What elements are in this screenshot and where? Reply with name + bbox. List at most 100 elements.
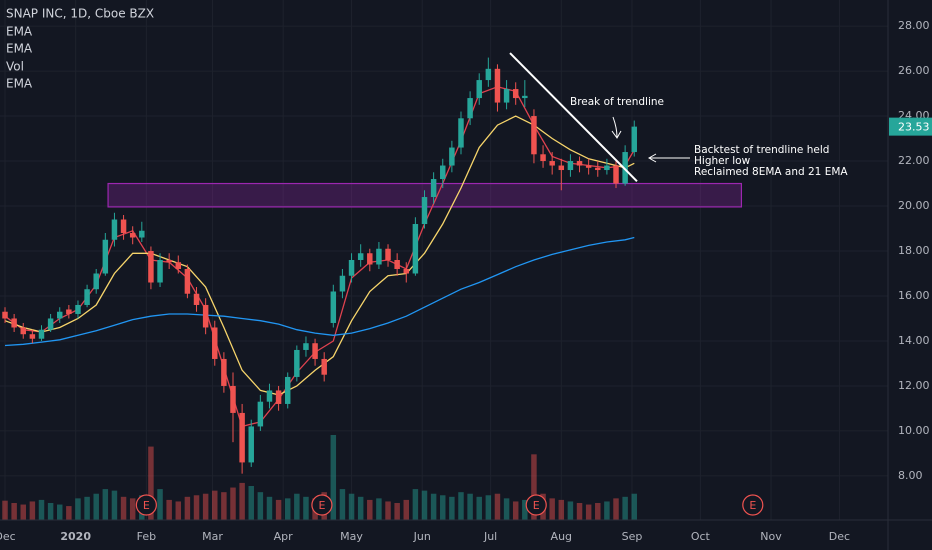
volume-bar	[558, 499, 565, 520]
arrow	[647, 153, 690, 163]
candle-body	[148, 251, 154, 283]
volume-bar	[376, 498, 382, 520]
x-tick-label: May	[340, 530, 363, 543]
volume-bar	[367, 499, 373, 520]
volume-bar	[494, 493, 501, 520]
volume-bar	[522, 499, 528, 520]
volume-bar	[394, 503, 400, 520]
candle-body	[239, 412, 245, 463]
candle-body	[604, 165, 610, 171]
candle-body	[357, 253, 364, 260]
x-tick-label: Feb	[137, 530, 156, 543]
volume-bar	[175, 501, 182, 520]
earnings-label: E	[749, 499, 756, 512]
candle-body	[303, 343, 309, 350]
candle-body	[321, 358, 327, 375]
volume-bar	[239, 482, 245, 520]
x-tick-label: Sep	[622, 530, 643, 543]
volume-bar	[212, 490, 218, 520]
volume-bar	[11, 503, 17, 520]
candle-body	[385, 248, 391, 260]
candle-body	[631, 126, 637, 153]
indicator-line	[4, 236, 635, 347]
volume-bar	[476, 496, 482, 520]
candle-body	[494, 68, 501, 103]
candle-body	[157, 260, 163, 283]
volume-bar	[230, 487, 236, 520]
candle-body	[339, 275, 346, 292]
earnings-marker	[135, 494, 157, 516]
candle-body	[56, 311, 63, 319]
volume-bar	[93, 493, 99, 520]
volume-bar	[193, 495, 200, 520]
x-tick-label: Oct	[691, 530, 711, 543]
candle-body	[312, 343, 318, 359]
y-tick-label: 10.00	[898, 424, 930, 437]
plot	[2, 52, 743, 520]
volume-bar	[613, 498, 619, 520]
volume-bar	[102, 489, 109, 520]
x-tick-label: Nov	[760, 530, 782, 543]
annotation: Break of trendline	[570, 96, 664, 108]
candle-body	[585, 165, 592, 168]
y-tick-label: 20.00	[898, 199, 930, 212]
annotation: Higher low	[694, 155, 751, 167]
y-tick-label: 22.00	[898, 154, 930, 167]
indicator-label: Vol	[6, 60, 24, 74]
chart-title: SNAP INC, 1D, Cboe BZX	[6, 7, 154, 21]
candle-body	[2, 311, 8, 319]
candle-body	[93, 273, 99, 290]
volume-bar	[330, 435, 337, 520]
candle-body	[66, 309, 72, 314]
volume-bar	[129, 498, 136, 520]
volume-bar	[20, 504, 26, 520]
candle-body	[248, 426, 254, 463]
candle-body	[102, 239, 109, 274]
volume-bar	[449, 496, 455, 520]
annotation: Backtest of trendline held	[694, 144, 829, 156]
volume-bar	[202, 493, 209, 520]
volume-bar	[266, 496, 273, 520]
candle-body	[503, 89, 510, 103]
candle-body	[221, 358, 227, 386]
candle-body	[476, 80, 482, 99]
indicator-label: EMA	[6, 77, 33, 91]
candle-body	[20, 327, 26, 335]
earnings-marker	[311, 494, 333, 516]
earnings-label: E	[143, 499, 150, 512]
candle-body	[38, 329, 45, 339]
candle-body	[193, 293, 200, 305]
last-price-label: 23.53	[898, 121, 930, 134]
candle-body	[129, 233, 136, 238]
x-tick-label: Dec	[0, 530, 16, 543]
volume-bar	[339, 489, 346, 520]
candle-body	[540, 154, 546, 162]
volume-bar	[111, 490, 118, 520]
volume-bar	[248, 486, 254, 520]
candle-body	[11, 318, 17, 328]
volume-bar	[348, 493, 355, 520]
last-price-tag	[889, 117, 932, 136]
volume-bar	[595, 503, 601, 520]
candle-body	[622, 152, 628, 184]
x-tick-label: Apr	[274, 530, 294, 543]
volume-bar	[303, 496, 309, 520]
volume-bar	[148, 446, 154, 520]
earnings-marker	[525, 494, 547, 516]
volume-bar	[421, 490, 428, 520]
volume-bar	[440, 495, 446, 520]
volume-bar	[66, 506, 72, 520]
volume-bar	[403, 499, 410, 520]
indicator-line	[4, 115, 635, 396]
candle-body	[47, 318, 54, 330]
volume-bar	[47, 503, 54, 520]
volume-bar	[485, 495, 492, 520]
volume-bar	[604, 501, 610, 520]
volume-bar	[166, 499, 172, 520]
volume-bar	[567, 501, 574, 520]
annotation: Reclaimed 8EMA and 21 EMA	[694, 166, 848, 178]
candle-body	[567, 161, 574, 171]
y-tick-label: 12.00	[898, 379, 930, 392]
volume-bar	[622, 496, 628, 520]
volume-bar	[576, 503, 583, 520]
